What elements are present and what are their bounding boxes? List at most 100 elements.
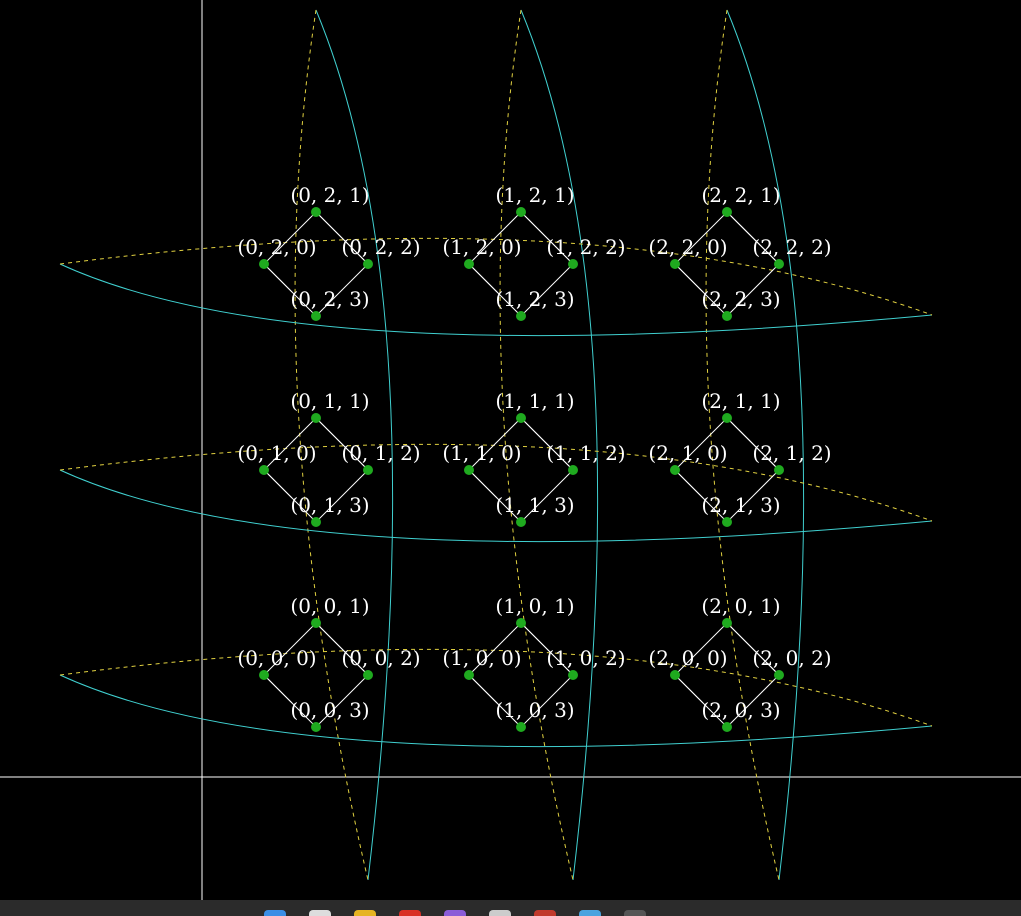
node-label: (1, 0, 1) bbox=[495, 594, 574, 618]
graph-node bbox=[363, 670, 373, 680]
node-label: (1, 0, 3) bbox=[495, 698, 574, 722]
node-label: (1, 2, 3) bbox=[495, 287, 574, 311]
node-label: (2, 2, 2) bbox=[752, 235, 831, 259]
node-label: (2, 2, 1) bbox=[701, 183, 780, 207]
vertical-wrap-curve bbox=[726, 9, 805, 881]
node-label: (2, 1, 3) bbox=[701, 493, 780, 517]
vertical-wrap-curve-dashed bbox=[499, 9, 574, 881]
node-labels: (0, 0, 0) (0, 0, 1) (0, 0, 2) (0, 0, 3) (1, … bbox=[237, 183, 831, 722]
node-label: (2, 0, 0) bbox=[648, 646, 727, 670]
horizontal-wrap-curve bbox=[59, 674, 933, 748]
cell-edge bbox=[315, 263, 369, 317]
graph-node bbox=[774, 465, 784, 475]
game-icon[interactable] bbox=[534, 910, 556, 916]
graph-node bbox=[568, 465, 578, 475]
cell-edge bbox=[726, 211, 780, 265]
graph-node bbox=[311, 413, 321, 423]
cell-edge bbox=[674, 263, 704, 293]
cell-edge bbox=[468, 674, 498, 704]
horizontal-wrap-curve-dashed bbox=[59, 237, 933, 316]
node-label: (0, 2, 2) bbox=[341, 235, 420, 259]
node-label: (1, 2, 0) bbox=[442, 235, 521, 259]
node-label: (2, 2, 0) bbox=[648, 235, 727, 259]
node-label: (0, 1, 3) bbox=[290, 493, 369, 517]
cell-edge bbox=[263, 417, 317, 471]
graph-node bbox=[259, 465, 269, 475]
horizontal-wrap-curve-dashed bbox=[59, 648, 933, 727]
cell-edges bbox=[263, 211, 780, 728]
vertical-wrap-curve bbox=[520, 9, 599, 881]
horizontal-wrap-curve bbox=[59, 469, 933, 543]
window-icon[interactable] bbox=[624, 910, 646, 916]
search-icon[interactable] bbox=[309, 910, 331, 916]
graph-node bbox=[311, 722, 321, 732]
cell-edge bbox=[468, 469, 498, 499]
node-label: (1, 0, 2) bbox=[546, 646, 625, 670]
cell-edge bbox=[315, 211, 369, 265]
cell-edge bbox=[726, 622, 780, 676]
graph-node bbox=[722, 311, 732, 321]
cell-edge bbox=[520, 674, 574, 728]
cell-edge bbox=[315, 674, 369, 728]
node-label: (0, 1, 1) bbox=[290, 389, 369, 413]
graph-node bbox=[311, 517, 321, 527]
node-label: (1, 2, 1) bbox=[495, 183, 574, 207]
node-label: (2, 0, 1) bbox=[701, 594, 780, 618]
cell-edge bbox=[263, 211, 317, 265]
graph-node bbox=[722, 618, 732, 628]
node-label: (2, 1, 0) bbox=[648, 441, 727, 465]
node-label: (0, 2, 0) bbox=[237, 235, 316, 259]
graph-node bbox=[568, 259, 578, 269]
graph-node bbox=[516, 207, 526, 217]
node-label: (0, 1, 2) bbox=[341, 441, 420, 465]
cell-edge bbox=[726, 469, 780, 523]
folder-icon[interactable] bbox=[489, 910, 511, 916]
node-label: (1, 1, 0) bbox=[442, 441, 521, 465]
node-label: (0, 0, 0) bbox=[237, 646, 316, 670]
graph-node bbox=[670, 670, 680, 680]
node-label: (2, 0, 3) bbox=[701, 698, 780, 722]
graph-node bbox=[516, 517, 526, 527]
cell-edge bbox=[468, 211, 522, 265]
node-label: (0, 2, 1) bbox=[290, 183, 369, 207]
cell-edge bbox=[468, 263, 498, 293]
windows-start-icon[interactable] bbox=[264, 910, 286, 916]
graph-node bbox=[670, 259, 680, 269]
node-label: (2, 0, 2) bbox=[752, 646, 831, 670]
graph-node bbox=[516, 722, 526, 732]
graph-node bbox=[774, 259, 784, 269]
node-label: (0, 1, 0) bbox=[237, 441, 316, 465]
app-icon[interactable] bbox=[444, 910, 466, 916]
node-label: (1, 1, 1) bbox=[495, 389, 574, 413]
cell-edge bbox=[674, 211, 728, 265]
horizontal-wrap-curve-dashed bbox=[59, 443, 933, 522]
graph-node bbox=[311, 207, 321, 217]
graph-node bbox=[464, 670, 474, 680]
cell-edge bbox=[674, 622, 728, 676]
file-explorer-icon[interactable] bbox=[354, 910, 376, 916]
horizontal-wrap-curve bbox=[59, 263, 933, 337]
graph-node bbox=[259, 259, 269, 269]
node-label: (1, 0, 0) bbox=[442, 646, 521, 670]
node-label: (1, 1, 3) bbox=[495, 493, 574, 517]
cell-edge bbox=[726, 674, 780, 728]
cell-edge bbox=[520, 417, 574, 471]
graph-node bbox=[568, 670, 578, 680]
calendar-icon[interactable] bbox=[579, 910, 601, 916]
taskbar bbox=[0, 900, 1021, 916]
cell-edge bbox=[726, 263, 780, 317]
cell-edge bbox=[263, 263, 293, 293]
browser-icon[interactable] bbox=[399, 910, 421, 916]
cell-edge bbox=[263, 674, 293, 704]
vertical-wrap-curve-dashed bbox=[294, 9, 369, 881]
cell-edge bbox=[468, 417, 522, 471]
graph-node bbox=[516, 618, 526, 628]
graph-node bbox=[259, 670, 269, 680]
graph-node bbox=[722, 207, 732, 217]
cell-edge bbox=[674, 674, 704, 704]
cell-edge bbox=[674, 417, 728, 471]
node-label: (0, 0, 3) bbox=[290, 698, 369, 722]
vertical-wrap-curve bbox=[315, 9, 394, 881]
